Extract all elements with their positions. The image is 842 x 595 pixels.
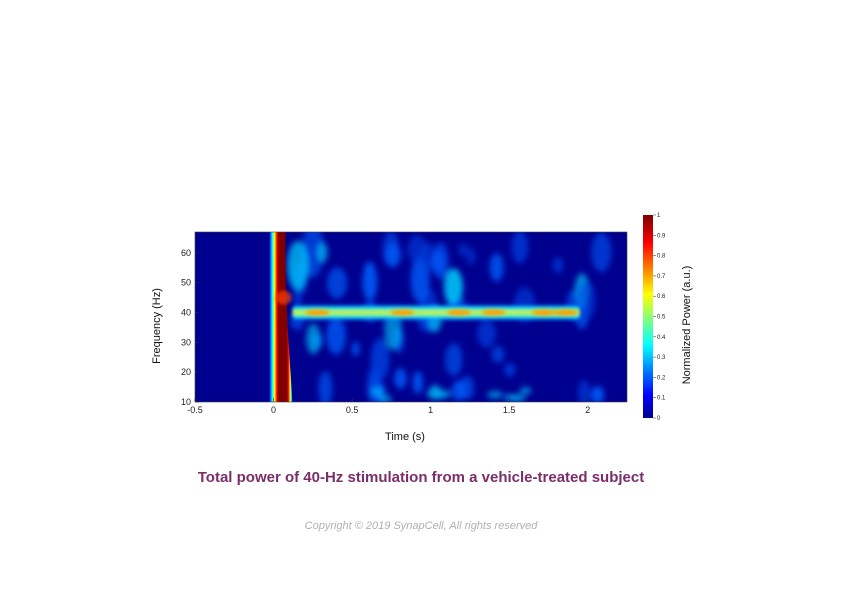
band-hotspot (446, 309, 471, 316)
colorbar-tick-label: 1 (657, 213, 661, 219)
noise-blob (577, 380, 591, 402)
noise-blob (459, 376, 475, 400)
x-tick-label: 0 (271, 405, 276, 415)
x-tick-label: 2 (585, 405, 590, 415)
y-tick-label: 20 (181, 367, 191, 377)
y-tick-label: 50 (181, 278, 191, 288)
noise-blob (431, 250, 446, 274)
noise-blob (443, 268, 463, 306)
colorbar-tick-label: 0.5 (657, 315, 666, 321)
y-tick-label: 10 (181, 397, 191, 407)
noise-blob (489, 253, 504, 282)
colorbar-ticks: 0 0.1 0.2 0.3 0.4 0.5 0.6 0.7 0.8 0.9 1 (653, 213, 666, 422)
noise-blob (407, 234, 427, 264)
noise-blob (316, 241, 328, 263)
colorbar-tick-label: 0.8 (657, 254, 666, 260)
noise-blob (378, 395, 393, 402)
colorbar-tick-label: 0.4 (657, 335, 666, 341)
noise-blob (429, 384, 441, 393)
noise-blob (591, 232, 612, 273)
band-40hz (292, 303, 580, 322)
steady-state-40hz-band (292, 303, 580, 322)
x-tick-label: -0.5 (187, 405, 203, 415)
colorbar-tick-label: 0 (657, 416, 661, 422)
y-axis-title: Frequency (Hz) (151, 288, 163, 364)
copyright-notice: Copyright © 2019 SynapCell, All rights r… (304, 520, 538, 532)
noise-blob (512, 394, 526, 402)
band-hotspot (553, 309, 578, 316)
x-tick-label: 1.5 (503, 405, 516, 415)
x-tick-label: 1 (428, 405, 433, 415)
y-tick-label: 60 (181, 248, 191, 258)
band-hotspot (390, 309, 415, 316)
colorbar-tick-label: 0.7 (657, 274, 666, 280)
colorbar-title: Normalized Power (a.u.) (681, 266, 693, 385)
band-hotspot (481, 309, 506, 316)
noise-blob (491, 345, 505, 364)
colorbar-tick-label: 0.6 (657, 294, 666, 300)
noise-blob (318, 371, 333, 402)
noise-blob (504, 363, 516, 377)
spectrogram-plot-area (195, 232, 627, 402)
noise-blob (519, 386, 532, 395)
noise-blob (487, 390, 503, 399)
colorbar-tick-label: 0.1 (657, 396, 666, 402)
noise-blob (370, 387, 384, 396)
colorbar-tick-label: 0.2 (657, 375, 666, 381)
colorbar-tick-label: 0.3 (657, 355, 666, 361)
noise-blob (591, 386, 605, 402)
noise-blob (458, 243, 468, 257)
colorbar-tick-label: 0.9 (657, 233, 666, 239)
band-hotspot (531, 309, 556, 316)
plot-frame (194, 231, 628, 403)
noise-blob (382, 232, 400, 267)
spectrogram-axes: -0.5 0 0.5 1 1.5 2 10 20 30 40 50 60 (181, 231, 628, 415)
noise-blob (445, 343, 463, 376)
band-hotspot (305, 309, 330, 316)
stimulus-onset-response (269, 232, 293, 402)
noise-blob (287, 240, 310, 291)
noise-blob (477, 319, 496, 348)
colorbar-gradient (643, 215, 653, 418)
colorbar: 0 0.1 0.2 0.3 0.4 0.5 0.6 0.7 0.8 0.9 1 (643, 213, 666, 422)
onset-response-band (269, 232, 293, 402)
noise-blob (327, 267, 348, 299)
noise-blob (394, 368, 407, 389)
noise-blob (576, 280, 596, 320)
y-tick-label: 40 (181, 308, 191, 318)
noise-blob (351, 341, 360, 357)
figure-caption: Total power of 40-Hz stimulation from a … (197, 469, 645, 486)
noise-blob (362, 264, 378, 301)
noise-blob (367, 365, 381, 390)
noise-blob (466, 248, 476, 265)
noise-blob (553, 257, 564, 274)
noise-blob (412, 371, 423, 394)
noise-blob (306, 323, 321, 355)
noise-blob (439, 390, 452, 399)
x-tick-label: 0.5 (346, 405, 359, 415)
onset-bulge (275, 290, 292, 305)
y-tick-label: 30 (181, 337, 191, 347)
noise-blob (326, 316, 346, 355)
x-axis-title: Time (s) (385, 431, 425, 443)
noise-blob (511, 232, 529, 264)
